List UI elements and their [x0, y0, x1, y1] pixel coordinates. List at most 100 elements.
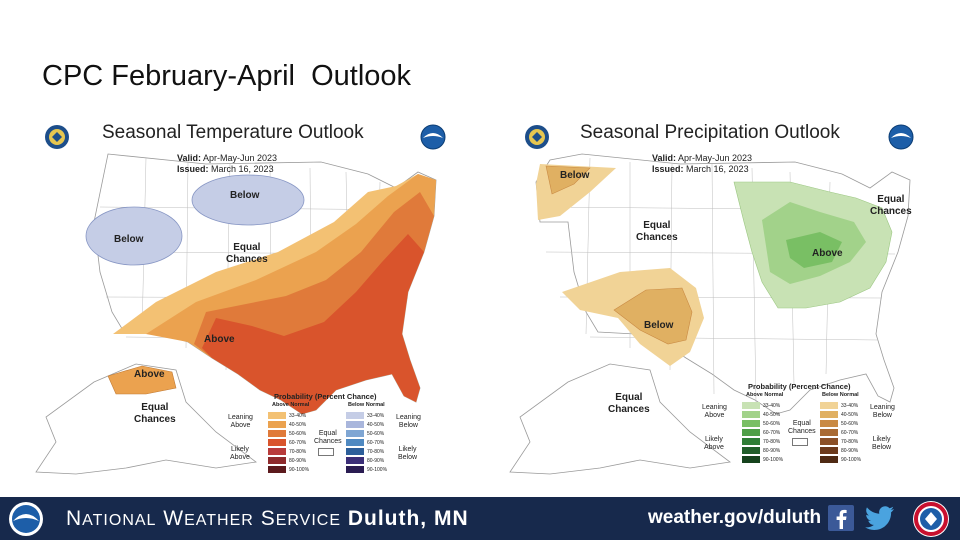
- legend-range-label: 33-40%: [289, 413, 307, 419]
- legend-range-label: 50-60%: [367, 431, 385, 437]
- legend-range-label: 40-50%: [367, 422, 385, 428]
- precipitation-map-graphic: [509, 153, 911, 475]
- noaa-logo-icon: [888, 124, 914, 150]
- region-label-equal-chances: Equal Chances: [134, 402, 176, 425]
- legend-likely-above: Likely Above: [704, 436, 724, 451]
- legend-swatch-below: [346, 448, 364, 455]
- noaa-logo-icon: [8, 501, 44, 537]
- temperature-legend: Probability (Percent Chance) Above Norma…: [228, 388, 428, 484]
- legend-likely-below: Likely Below: [398, 446, 418, 461]
- footer-office: Duluth, MN: [347, 507, 469, 530]
- facebook-icon[interactable]: [828, 505, 854, 531]
- legend-range-label: 70-80%: [367, 449, 385, 455]
- footer-bar: NATIONAL WEATHER SERVICE Duluth, MN weat…: [0, 497, 960, 540]
- legend-range-label: 80-90%: [367, 458, 385, 464]
- legend-title: Probability (Percent Chance): [274, 392, 377, 401]
- legend-range-label: 80-90%: [841, 448, 859, 454]
- precipitation-map-title: Seasonal Precipitation Outlook: [580, 122, 840, 143]
- legend-swatch-below: [820, 456, 838, 463]
- legend-range-label: 40-50%: [763, 412, 781, 418]
- legend-range-label: 90-100%: [367, 467, 388, 473]
- legend-range-label: 80-90%: [763, 448, 781, 454]
- legend-equal-chances: Equal Chances: [788, 420, 816, 435]
- region-label-below: Below: [644, 320, 674, 331]
- region-label-below: Below: [560, 170, 590, 181]
- region-label-above: Above: [812, 248, 843, 259]
- legend-swatch-below: [820, 429, 838, 436]
- legend-swatch-below: [820, 420, 838, 427]
- legend-swatch-above: [268, 466, 286, 473]
- temperature-map-graphic: [35, 153, 437, 475]
- legend-range-label: 33-40%: [367, 413, 385, 419]
- legend-title: Probability (Percent Chance): [748, 382, 851, 391]
- legend-range-label: 60-70%: [289, 440, 307, 446]
- temperature-map-title: Seasonal Temperature Outlook: [102, 122, 364, 143]
- legend-range-label: 33-40%: [763, 403, 781, 409]
- slide-title: CPC February-April Outlook: [42, 60, 412, 92]
- legend-below-head: Below Normal: [822, 392, 859, 398]
- footer-url[interactable]: weather.gov/duluth: [648, 507, 822, 528]
- noaa-logo-icon: [420, 124, 446, 150]
- legend-equal-swatch: [792, 438, 808, 446]
- nws-logo-icon: [912, 500, 950, 538]
- legend-swatch-above: [742, 429, 760, 436]
- legend-range-label: 40-50%: [289, 422, 307, 428]
- legend-swatch-above: [268, 439, 286, 446]
- legend-swatch-above: [268, 421, 286, 428]
- legend-range-label: 50-60%: [289, 431, 307, 437]
- legend-leaning-below: Leaning Below: [396, 414, 421, 429]
- region-label-equal-chances: Equal Chances: [608, 392, 650, 415]
- region-label-above: Above: [204, 334, 235, 345]
- region-label-equal-chances: Equal Chances: [636, 220, 678, 243]
- legend-equal-swatch: [318, 448, 334, 456]
- legend-likely-above: Likely Above: [230, 446, 250, 461]
- region-label-below: Below: [230, 190, 260, 201]
- doc-seal-icon: [44, 124, 70, 150]
- legend-range-label: 60-70%: [367, 440, 385, 446]
- legend-range-label: 70-80%: [841, 439, 859, 445]
- legend-swatch-below: [346, 430, 364, 437]
- legend-range-label: 60-70%: [841, 430, 859, 436]
- legend-above-head: Above Normal: [746, 392, 784, 398]
- region-label-below: Below: [114, 234, 144, 245]
- temperature-map-meta: Valid: Apr-May-Jun 2023 Issued: March 16…: [177, 153, 278, 174]
- legend-swatch-above: [268, 448, 286, 455]
- temperature-outlook-map: Seasonal Temperature Outlook Valid: Apr-…: [16, 112, 466, 484]
- legend-leaning-above: Leaning Above: [228, 414, 253, 429]
- precipitation-legend: Probability (Percent Chance) Above Norma…: [702, 378, 902, 474]
- footer-organization: NATIONAL WEATHER SERVICE Duluth, MN: [66, 507, 469, 530]
- legend-swatch-below: [346, 412, 364, 419]
- region-label-above: Above: [134, 369, 165, 380]
- legend-range-label: 90-100%: [841, 457, 862, 463]
- legend-range-label: 90-100%: [763, 457, 784, 463]
- legend-swatch-below: [346, 421, 364, 428]
- legend-swatch-above: [742, 447, 760, 454]
- region-label-equal-chances: Equal Chances: [870, 194, 912, 217]
- legend-leaning-above: Leaning Above: [702, 404, 727, 419]
- legend-equal-chances: Equal Chances: [314, 430, 342, 445]
- legend-swatch-above: [742, 411, 760, 418]
- legend-range-label: 80-90%: [289, 458, 307, 464]
- legend-above-head: Above Normal: [272, 402, 310, 408]
- legend-swatch-below: [346, 466, 364, 473]
- legend-swatch-below: [346, 457, 364, 464]
- legend-swatch-below: [820, 447, 838, 454]
- region-label-equal-chances: Equal Chances: [226, 242, 268, 265]
- legend-range-label: 70-80%: [763, 439, 781, 445]
- legend-likely-below: Likely Below: [872, 436, 892, 451]
- legend-swatch-above: [268, 412, 286, 419]
- precipitation-outlook-map: Seasonal Precipitation Outlook Valid: Ap…: [490, 112, 940, 484]
- legend-range-label: 60-70%: [763, 430, 781, 436]
- legend-range-label: 50-60%: [763, 421, 781, 427]
- legend-swatch-above: [742, 438, 760, 445]
- legend-range-label: 40-50%: [841, 412, 859, 418]
- legend-range-label: 33-40%: [841, 403, 859, 409]
- doc-seal-icon: [524, 124, 550, 150]
- legend-swatch-below: [346, 439, 364, 446]
- legend-swatch-below: [820, 402, 838, 409]
- legend-swatch-below: [820, 411, 838, 418]
- legend-swatch-above: [742, 420, 760, 427]
- legend-swatch-above: [268, 457, 286, 464]
- legend-range-label: 50-60%: [841, 421, 859, 427]
- twitter-icon[interactable]: [864, 505, 896, 531]
